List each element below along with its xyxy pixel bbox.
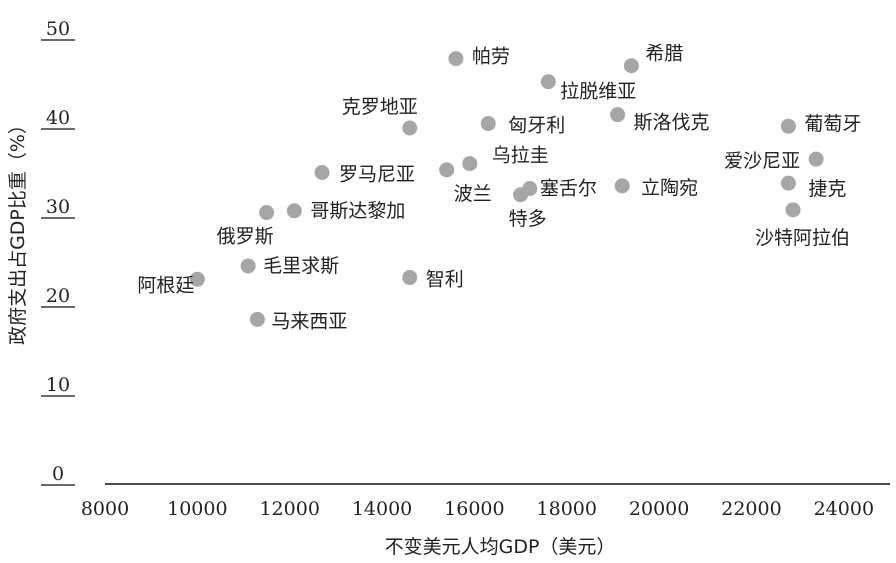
- point-label: 捷克: [808, 178, 846, 200]
- x-axis-title: 不变美元人均GDP（美元）: [385, 536, 616, 558]
- x-axis-ticks: 8000 10000 12000 14000 16000 18000 20000 22000 2…: [81, 498, 874, 520]
- data-point: [780, 118, 796, 134]
- data-point: [462, 156, 478, 172]
- point-label: 沙特阿拉伯: [755, 227, 850, 249]
- point-label: 斯洛伐克: [634, 112, 710, 134]
- data-point: [249, 311, 265, 327]
- point-label: 爱沙尼亚: [724, 150, 800, 172]
- data-point: [259, 205, 275, 221]
- point-label: 立陶宛: [641, 177, 698, 199]
- y-axis: 0 10 20 30 40 50: [41, 18, 75, 486]
- point-label: 哥斯达黎加: [310, 200, 405, 222]
- y-tick-label: 0: [52, 463, 64, 485]
- x-tick-label: 10000: [167, 498, 227, 520]
- data-point: [286, 203, 302, 219]
- point-label: 帕劳: [472, 46, 510, 68]
- point-label: 阿根廷: [137, 274, 194, 296]
- point-label: 葡萄牙: [804, 113, 861, 135]
- point-label: 特多: [509, 208, 547, 230]
- y-tick-label: 40: [46, 107, 70, 129]
- data-point: [448, 51, 464, 67]
- point-label: 俄罗斯: [217, 226, 274, 248]
- y-axis-title: 政府支出占GDP比重（%）: [7, 115, 29, 345]
- point-label: 毛里求斯: [263, 255, 339, 277]
- data-point: [522, 181, 538, 197]
- x-tick-label: 8000: [81, 498, 129, 520]
- data-point: [314, 165, 330, 180]
- point-label: 塞舌尔: [540, 178, 597, 200]
- data-point: [540, 74, 556, 90]
- x-tick-label: 14000: [352, 498, 412, 520]
- y-tick-label: 50: [46, 18, 70, 40]
- y-tick-label: 20: [46, 285, 70, 307]
- data-point: [402, 120, 418, 136]
- x-tick-label: 20000: [629, 498, 689, 520]
- data-point: [402, 270, 418, 286]
- y-tick-label: 10: [46, 374, 70, 396]
- point-label: 马来西亚: [271, 310, 347, 332]
- point-label: 克罗地亚: [342, 96, 418, 118]
- x-tick-label: 24000: [814, 498, 874, 520]
- data-point: [189, 271, 205, 287]
- data-point: [780, 175, 796, 191]
- x-tick-label: 18000: [537, 498, 597, 520]
- point-label: 波兰: [454, 183, 492, 205]
- y-tick-label: 30: [46, 196, 70, 218]
- point-label: 罗马尼亚: [339, 164, 415, 186]
- data-point: [480, 116, 496, 132]
- x-tick-label: 22000: [721, 498, 781, 520]
- data-point: [610, 107, 626, 123]
- x-tick-label: 12000: [259, 498, 319, 520]
- x-tick-label: 16000: [444, 498, 504, 520]
- data-point: [240, 258, 256, 274]
- point-label: 智利: [426, 269, 464, 291]
- point-label: 乌拉圭: [492, 145, 549, 167]
- data-points: [189, 51, 824, 327]
- data-point: [785, 202, 801, 218]
- point-label: 拉脱维亚: [560, 81, 636, 103]
- data-point: [808, 151, 824, 167]
- point-label: 匈牙利: [508, 115, 565, 137]
- data-point: [614, 178, 630, 194]
- data-point: [623, 58, 639, 74]
- data-point: [439, 162, 455, 178]
- point-label: 希腊: [645, 43, 683, 65]
